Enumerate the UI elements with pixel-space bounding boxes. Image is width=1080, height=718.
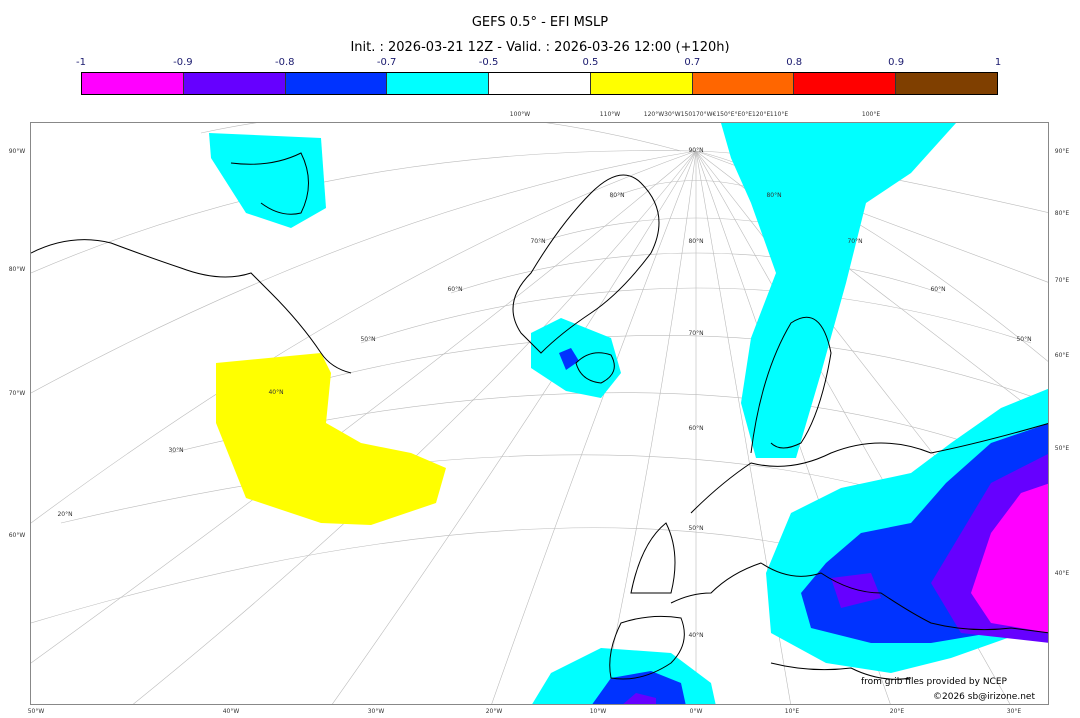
source-credit: from grib files provided by NCEP: [861, 677, 1007, 687]
bottom-lon-label: 20°E: [889, 708, 905, 715]
bottom-lon-label: 20°W: [485, 708, 503, 715]
map[interactable]: 90°N 80°N 80°N 70°N 80°N 70°N 60°N 60°N 70°N 50°N…: [30, 122, 1049, 705]
colorbar-tick: -0.8: [275, 57, 295, 68]
colorbar-segment: [692, 73, 795, 94]
lat-label: 90°N: [688, 147, 704, 154]
lat-label: 80°N: [766, 192, 782, 199]
left-lon-label: 80°W: [8, 266, 26, 273]
colorbar-tick: -0.5: [478, 57, 499, 68]
right-lon-label: 70°E: [1054, 277, 1070, 284]
lat-label: 70°N: [847, 238, 863, 245]
colorbar-tick: -0.9: [173, 57, 193, 68]
colorbar-segment: [896, 73, 998, 94]
colorbar-tick: 0.8: [786, 57, 803, 68]
lat-label: 60°N: [447, 286, 463, 293]
bottom-lon-label: 10°W: [589, 708, 607, 715]
colorbar-segment: [387, 73, 490, 94]
bottom-lon-label: 10°E: [784, 708, 800, 715]
lat-label: 60°N: [688, 425, 704, 432]
left-lon-label: 90°W: [8, 148, 26, 155]
lat-label: 30°N: [168, 447, 184, 454]
top-lon-label: 120°W30°W150170°W€150°E°E0°E120°E: [643, 111, 771, 118]
colorbar-tick: -0.7: [376, 57, 397, 68]
colorbar-tick: 0.9: [888, 57, 905, 68]
top-lon-label: 100°E: [861, 111, 881, 118]
bottom-lon-label: 30°E: [1006, 708, 1022, 715]
left-lon-label: 60°W: [8, 532, 26, 539]
bottom-lon-label: 50°W: [27, 708, 45, 715]
right-lon-label: 80°E: [1054, 210, 1070, 217]
colorbar: [81, 72, 998, 95]
colorbar-tick: -1: [76, 57, 86, 68]
efi-shading: [209, 123, 1048, 704]
right-lon-label: 90°E: [1054, 148, 1070, 155]
lat-label: 50°N: [688, 525, 704, 532]
bottom-lon-label: 40°W: [222, 708, 240, 715]
lat-label: 20°N: [57, 511, 73, 518]
top-lon-label: 110°W: [599, 111, 621, 118]
lat-label: 50°N: [1016, 336, 1032, 343]
colorbar-tick: 0.7: [684, 57, 701, 68]
colorbar-segment: [183, 73, 286, 94]
colorbar-segment: [82, 73, 184, 94]
copyright: ©2026 sb@irizone.net: [933, 692, 1035, 702]
colorbar-segment: [285, 73, 388, 94]
lat-label: 70°N: [530, 238, 546, 245]
bottom-lon-label: 30°W: [367, 708, 385, 715]
colorbar-segment: [794, 73, 897, 94]
top-lon-label: 100°W: [509, 111, 531, 118]
right-lon-label: 40°E: [1054, 570, 1070, 577]
coastlines: [31, 152, 1048, 680]
lat-label: 60°N: [930, 286, 946, 293]
colorbar-segment: [489, 73, 591, 94]
lat-label: 80°N: [688, 238, 704, 245]
bottom-lon-label: 0°W: [689, 708, 703, 715]
chart-subtitle: Init. : 2026-03-21 12Z - Valid. : 2026-0…: [350, 40, 730, 55]
colorbar-segment: [590, 73, 693, 94]
chart-title: GEFS 0.5° - EFI MSLP: [471, 15, 609, 30]
right-lon-label: 50°E: [1054, 445, 1070, 452]
colorbar-tick: 0.5: [582, 57, 599, 68]
lat-label: 70°N: [688, 330, 704, 337]
left-lon-label: 70°W: [8, 390, 26, 397]
colorbar-tick: 1: [994, 57, 1002, 68]
top-lon-label: 110°E: [769, 111, 789, 118]
right-lon-label: 60°E: [1054, 352, 1070, 359]
lat-label: 40°N: [268, 389, 284, 396]
lat-label: 40°N: [688, 632, 704, 639]
map-canvas: [31, 123, 1048, 704]
lat-label: 80°N: [609, 192, 625, 199]
lat-label: 50°N: [360, 336, 376, 343]
